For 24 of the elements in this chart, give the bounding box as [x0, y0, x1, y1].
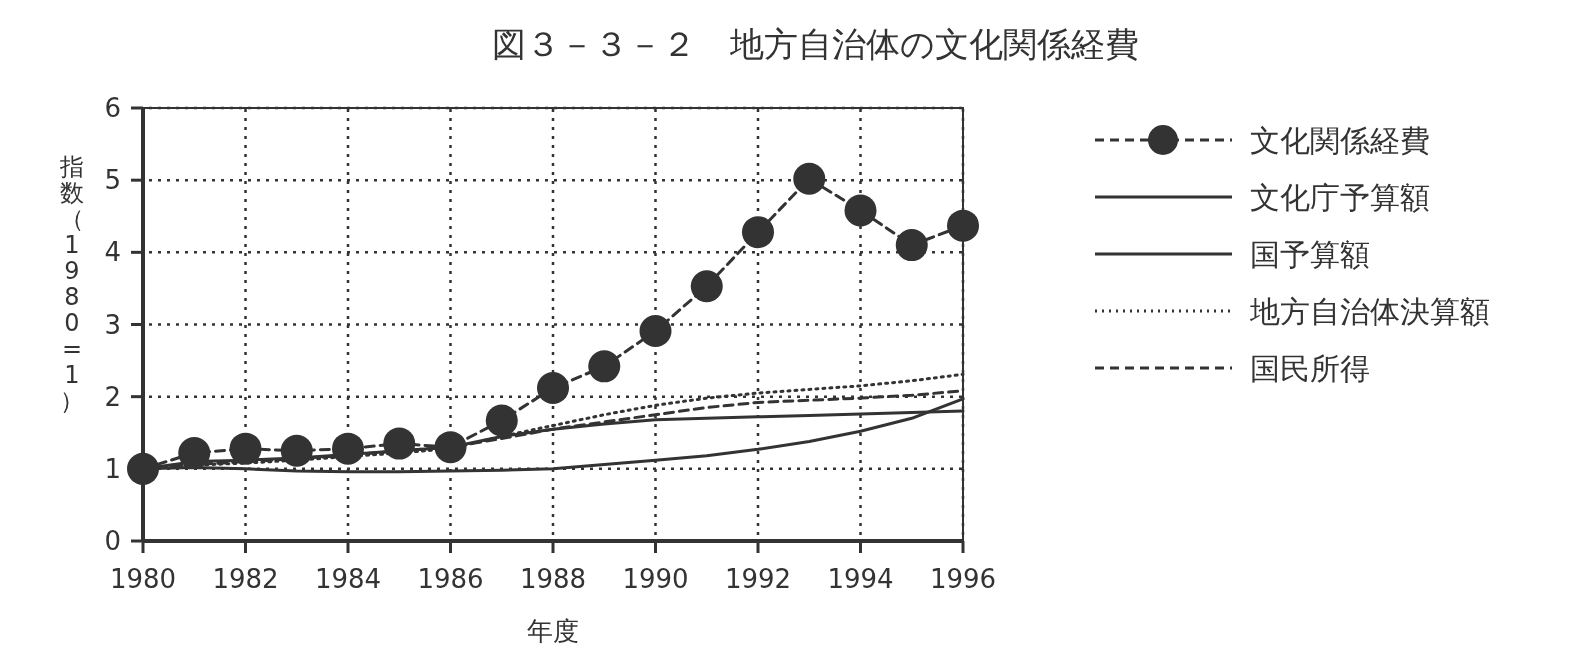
x-tick-label: 1988 — [519, 564, 587, 594]
y-tick-label: 5 — [104, 165, 121, 196]
y-tick-label: 2 — [104, 381, 121, 412]
legend-label: 文化庁予算額 — [1250, 180, 1430, 215]
x-tick-label: 1994 — [827, 564, 894, 594]
y-tick-label: 6 — [104, 93, 121, 123]
legend-label: 国民所得 — [1250, 351, 1370, 386]
text: 指数（1980=1） — [60, 153, 84, 415]
y-tick-label: 0 — [104, 526, 121, 556]
chart-title: 図３－３－２ 地方自治体の文化関係経費 — [491, 24, 1139, 64]
legend-label: 文化関係経費 — [1250, 123, 1430, 158]
x-tick-label: 1990 — [622, 564, 689, 594]
x-tick-label: 1982 — [212, 564, 279, 594]
y-tick-label: 1 — [104, 453, 121, 484]
x-axis-title: 年度 — [527, 616, 579, 646]
legend-label: 国予算額 — [1250, 237, 1370, 272]
x-tick-label: 1984 — [314, 564, 382, 594]
x-tick-label: 1986 — [417, 564, 484, 594]
x-tick-label: 1996 — [929, 564, 997, 594]
y-tick-label: 4 — [104, 237, 121, 268]
x-tick-label: 1992 — [724, 564, 792, 594]
y-tick-label: 3 — [104, 309, 121, 340]
x-tick-label: 1980 — [109, 564, 177, 594]
legend-label: 地方自治体決算額 — [1249, 294, 1490, 329]
